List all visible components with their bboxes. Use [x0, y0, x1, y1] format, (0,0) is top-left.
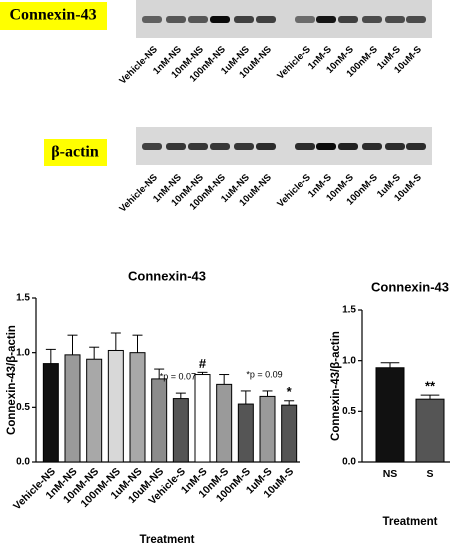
blot-band — [234, 16, 254, 23]
blot-band — [166, 143, 186, 150]
bar — [172, 398, 189, 463]
blot-band — [210, 143, 230, 150]
blot-band — [188, 143, 208, 150]
y-tick-label: 0.5 — [342, 406, 356, 417]
bar — [151, 378, 168, 463]
blot-band — [338, 143, 358, 150]
blot-band — [256, 16, 276, 23]
chart-title: Connexin-43 — [128, 268, 206, 283]
bar — [237, 403, 254, 463]
bar — [375, 367, 405, 463]
bar — [107, 349, 124, 463]
label-box — [44, 139, 107, 166]
annotation: * — [287, 384, 293, 399]
y-tick-label: 1.0 — [16, 347, 30, 358]
blot-band — [362, 143, 382, 150]
y-axis-label: Connexin-43/β-actin — [330, 331, 342, 441]
blot-band — [316, 143, 336, 150]
blot-label: Connexin-43 — [9, 7, 96, 24]
annotation: # — [199, 356, 207, 371]
blot-band — [338, 16, 358, 23]
blot-band — [385, 143, 405, 150]
x-axis-label: Treatment — [383, 516, 438, 528]
blot-band — [406, 143, 426, 150]
blot-band — [142, 143, 162, 150]
y-axis-label: Connexin-43/β-actin — [6, 325, 18, 435]
blot-band — [142, 16, 162, 23]
bar — [415, 398, 445, 463]
blot-band — [295, 143, 315, 150]
blot-band — [166, 16, 186, 23]
y-tick-label: 0.0 — [342, 457, 356, 468]
blot-band — [234, 143, 254, 150]
annotation: *p = 0.09 — [246, 369, 282, 379]
y-tick-label: 1.5 — [342, 305, 356, 316]
blot-band — [256, 143, 276, 150]
bar — [281, 404, 298, 463]
bar — [86, 358, 103, 463]
bar — [129, 352, 146, 463]
y-tick-label: 0.5 — [16, 402, 30, 413]
x-tick-label: NS — [383, 468, 398, 480]
bar — [42, 363, 59, 463]
x-axis-label: Treatment — [140, 534, 195, 546]
blot-band — [362, 16, 382, 23]
chart-title: Connexin-43 — [371, 279, 449, 294]
blot-band — [210, 16, 230, 23]
label-box — [0, 2, 107, 30]
blot-band — [188, 16, 208, 23]
annotation: *p = 0.07 — [160, 371, 196, 381]
x-tick-label: S — [426, 468, 433, 480]
blot-band — [406, 16, 426, 23]
y-tick-label: 1.5 — [16, 293, 30, 304]
bar — [64, 354, 81, 463]
blot-label: β-actin — [51, 144, 99, 161]
bar — [216, 383, 233, 463]
y-tick-label: 1.0 — [342, 355, 356, 366]
y-tick-label: 0.0 — [16, 457, 30, 468]
blot-band — [295, 16, 315, 23]
blot-band — [385, 16, 405, 23]
annotation: ** — [425, 379, 436, 394]
bar — [259, 395, 276, 463]
blot-band — [316, 16, 336, 23]
bar — [194, 374, 211, 463]
